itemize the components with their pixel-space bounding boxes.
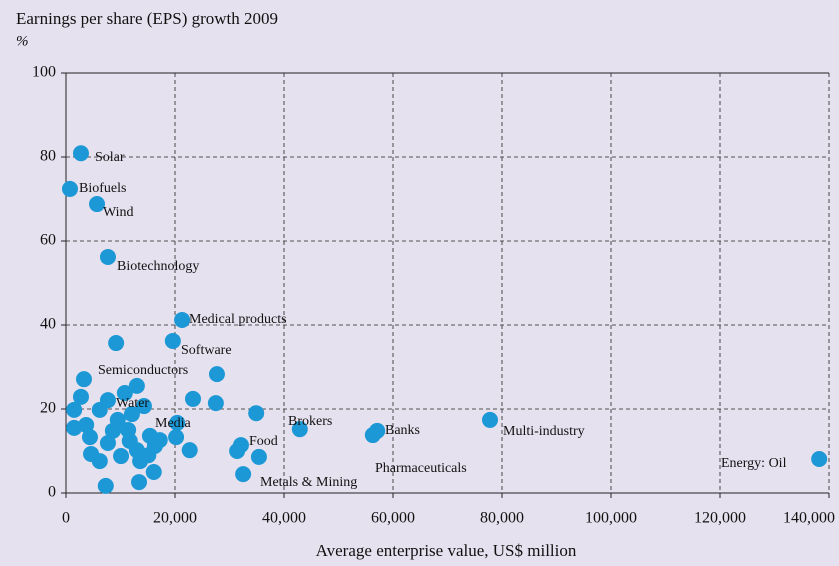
annotation: Pharmaceuticals xyxy=(375,461,467,476)
x-tick-label: 120,000 xyxy=(694,510,746,527)
y-tick-label: 40 xyxy=(40,316,56,333)
point xyxy=(174,311,191,328)
x-tick-label: 0 xyxy=(62,510,70,527)
y-tick-label: 0 xyxy=(48,484,56,501)
x-tick-label: 40,000 xyxy=(262,510,306,527)
point xyxy=(66,419,83,436)
point xyxy=(229,443,246,459)
point xyxy=(291,421,308,438)
annotation: Energy: Oil xyxy=(721,456,787,471)
annotation: Multi-industry xyxy=(503,424,585,439)
point xyxy=(482,411,499,428)
point xyxy=(181,442,198,459)
x-tick-label: 100,000 xyxy=(585,510,637,527)
point xyxy=(248,405,265,422)
point xyxy=(364,427,381,444)
chart-title: Earnings per share (EPS) growth 2009 xyxy=(16,9,278,28)
point xyxy=(131,474,148,491)
annotation: Semiconductors xyxy=(98,363,188,378)
x-tick-label: 140,000 xyxy=(783,510,835,527)
point xyxy=(164,332,181,349)
point xyxy=(135,398,152,415)
x-tick-label: 60,000 xyxy=(371,510,415,527)
point xyxy=(99,435,116,452)
point xyxy=(104,422,121,439)
point xyxy=(116,385,133,402)
y-tick-label: 80 xyxy=(40,148,56,165)
point xyxy=(145,464,162,480)
point xyxy=(113,448,130,465)
point xyxy=(61,180,78,197)
point xyxy=(128,442,145,459)
point xyxy=(123,406,140,423)
point xyxy=(169,414,186,431)
annotation: Biotechnology xyxy=(117,259,199,274)
annotation: Solar xyxy=(95,150,125,165)
point xyxy=(66,401,83,418)
annotations: Solar Biofuels Wind Biotechnology Medica… xyxy=(79,150,787,490)
point xyxy=(75,371,92,388)
point xyxy=(81,429,98,446)
annotation: Software xyxy=(181,343,232,358)
annotation: Media xyxy=(155,416,192,431)
point xyxy=(141,427,158,444)
point xyxy=(72,388,89,405)
point xyxy=(89,196,106,213)
annotation: Banks xyxy=(385,423,420,438)
y-tick-label: 60 xyxy=(40,232,56,249)
x-tick-label: 20,000 xyxy=(153,510,197,527)
point xyxy=(97,477,114,494)
point xyxy=(120,422,137,438)
annotation: Medical products xyxy=(189,312,287,327)
point xyxy=(78,416,95,433)
annotation: Biofuels xyxy=(79,181,126,196)
point xyxy=(108,335,125,352)
annotation: Metals & Mining xyxy=(260,475,357,490)
y-tick-label: 20 xyxy=(40,400,56,417)
point xyxy=(72,145,89,162)
point xyxy=(128,377,145,394)
point xyxy=(168,429,185,446)
point xyxy=(811,450,828,467)
point xyxy=(207,395,224,412)
x-axis-label: Average enterprise value, US$ million xyxy=(316,541,577,560)
point xyxy=(250,448,267,465)
point xyxy=(235,466,252,483)
annotation: Brokers xyxy=(288,414,332,429)
point xyxy=(91,401,108,418)
x-tick-label: 80,000 xyxy=(480,510,524,527)
point xyxy=(91,453,108,470)
y-axis-label: % xyxy=(16,33,29,49)
annotation: Water xyxy=(116,396,149,411)
point xyxy=(184,390,201,407)
annotation: Wind xyxy=(103,205,134,220)
annotation: Food xyxy=(249,434,278,449)
point xyxy=(208,366,225,383)
y-tick-label: 100 xyxy=(32,64,56,81)
point xyxy=(99,248,116,265)
